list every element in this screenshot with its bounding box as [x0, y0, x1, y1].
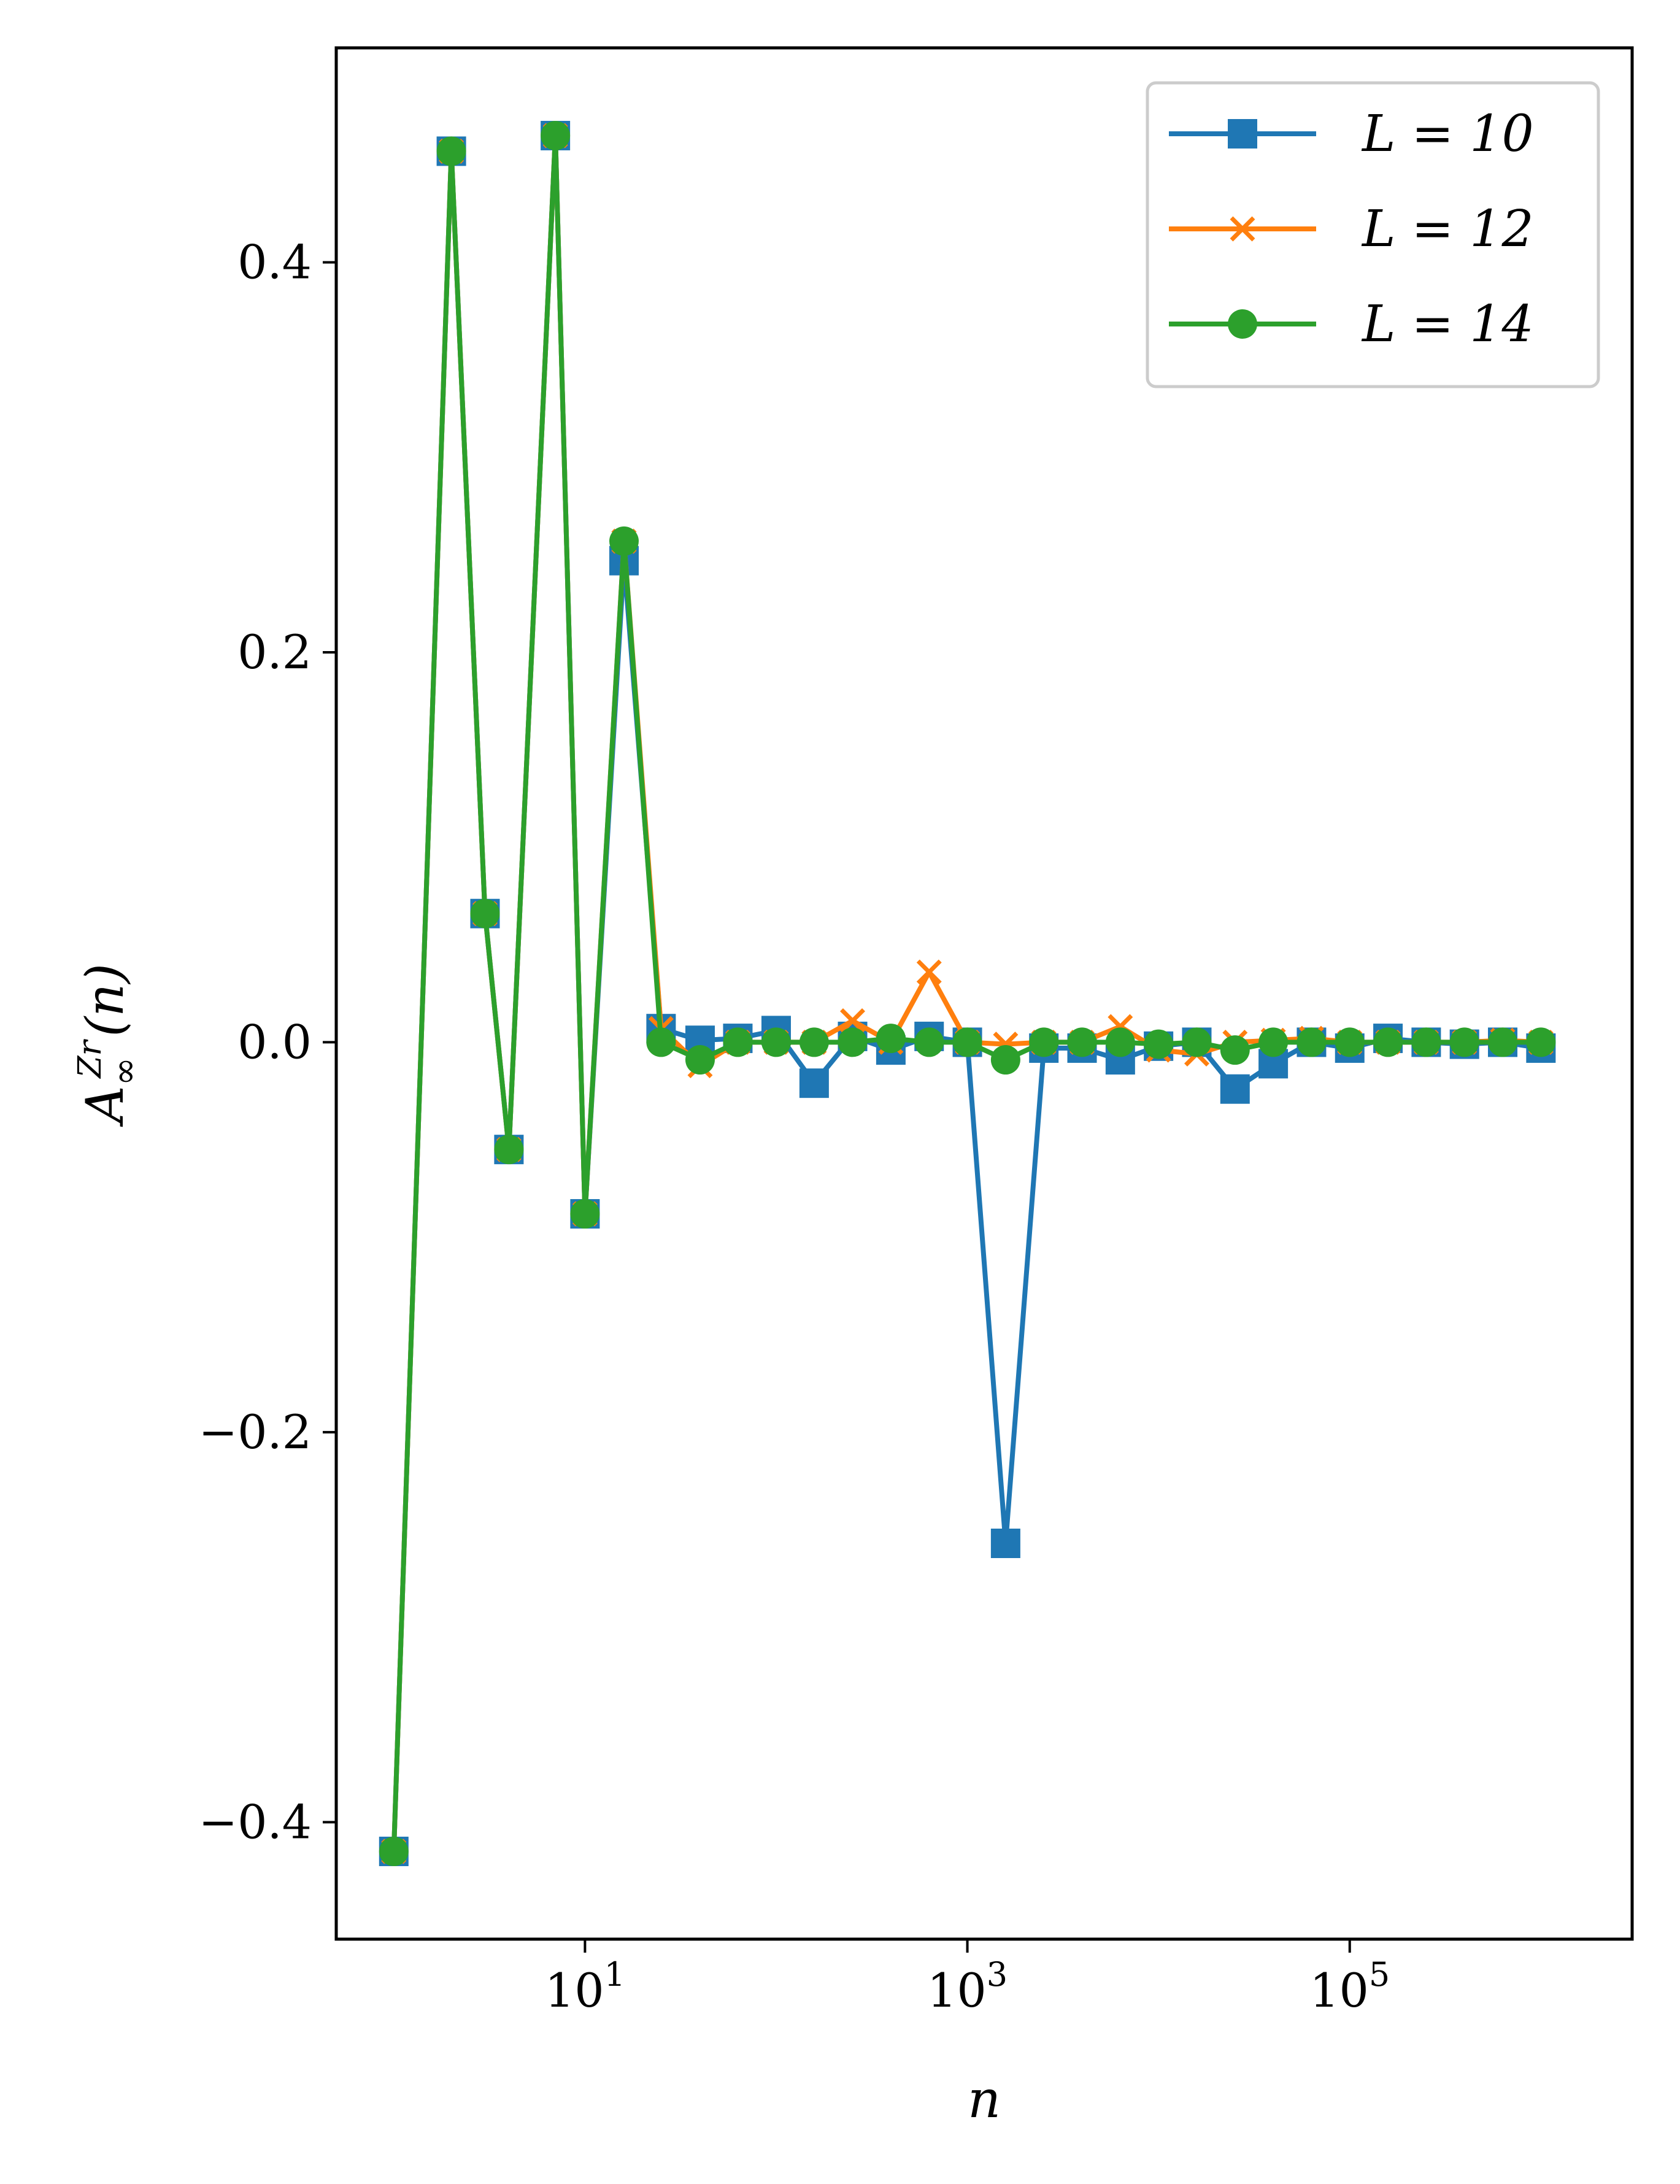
data-point-2-14 — [914, 1027, 944, 1057]
data-point-2-11 — [799, 1027, 829, 1057]
data-point-2-27 — [1411, 1027, 1441, 1057]
legend-marker-2 — [1228, 309, 1257, 339]
data-point-2-2 — [470, 898, 500, 928]
legend-entry-0: L = 10 — [1169, 105, 1534, 163]
y-axis-label-text: A∞Zr(n) — [72, 963, 145, 1127]
legend-entry-1: L = 12 — [1169, 200, 1534, 258]
data-point-2-22 — [1220, 1035, 1250, 1065]
data-point-2-28 — [1449, 1027, 1479, 1057]
data-point-2-7 — [646, 1027, 676, 1057]
data-point-0-11 — [799, 1068, 829, 1098]
legend-box — [1146, 81, 1600, 388]
data-point-2-18 — [1067, 1027, 1097, 1057]
data-point-2-29 — [1488, 1027, 1518, 1057]
legend-entry-2: L = 14 — [1169, 295, 1534, 353]
data-point-2-24 — [1297, 1027, 1327, 1057]
legend-marker-0 — [1228, 119, 1257, 149]
data-point-2-8 — [685, 1045, 715, 1075]
legend-marker-1 — [1230, 216, 1255, 242]
data-point-2-30 — [1526, 1027, 1556, 1057]
data-point-2-13 — [876, 1024, 906, 1054]
data-point-2-4 — [541, 120, 571, 150]
data-point-2-12 — [838, 1027, 868, 1057]
y-tick-label-3: 0.2 — [237, 625, 312, 679]
data-point-2-9 — [723, 1027, 753, 1057]
data-point-2-21 — [1182, 1027, 1212, 1057]
x-tick-label-0: 101 — [545, 1955, 625, 2018]
data-point-2-20 — [1144, 1029, 1174, 1059]
data-point-0-16 — [990, 1529, 1020, 1559]
y-tick-label-0: −0.4 — [198, 1794, 312, 1849]
data-point-2-0 — [379, 1837, 409, 1867]
x-tick-label-1: 103 — [927, 1955, 1008, 2018]
series-layer — [379, 120, 1556, 1867]
data-point-2-3 — [494, 1135, 524, 1165]
data-point-2-23 — [1258, 1027, 1289, 1057]
legend-label-0: L = 10 — [1361, 105, 1534, 163]
series-2 — [379, 120, 1556, 1867]
data-point-1-12 — [840, 1008, 865, 1033]
data-point-2-26 — [1373, 1027, 1403, 1057]
data-point-2-16 — [990, 1045, 1020, 1075]
y-axis-label: A∞Zr(n) — [72, 963, 145, 1127]
data-point-2-25 — [1335, 1027, 1365, 1057]
plot-frame — [334, 46, 1634, 1941]
legend-label-2: L = 14 — [1361, 295, 1534, 353]
ticks-layer: 101 103 105 −0.4 −0.2 0.0 0.2 0.4 — [198, 235, 1390, 2018]
data-point-0-22 — [1220, 1074, 1250, 1104]
data-point-2-1 — [436, 136, 466, 166]
x-tick-label-2: 105 — [1309, 1955, 1390, 2018]
y-tick-label-1: −0.2 — [198, 1405, 312, 1459]
y-tick-label-4: 0.4 — [237, 235, 312, 290]
data-point-2-6 — [609, 526, 639, 556]
legend: L = 10 L = 12 L = 14 — [1146, 81, 1600, 388]
data-point-2-10 — [761, 1027, 791, 1057]
data-point-2-19 — [1105, 1027, 1135, 1057]
data-point-1-14 — [916, 959, 942, 985]
data-point-2-15 — [952, 1027, 982, 1057]
data-point-2-17 — [1029, 1027, 1059, 1057]
legend-label-1: L = 12 — [1361, 200, 1534, 258]
x-axis-label: n — [968, 2069, 1001, 2129]
y-tick-label-2: 0.0 — [237, 1014, 312, 1069]
data-point-2-5 — [570, 1199, 600, 1229]
